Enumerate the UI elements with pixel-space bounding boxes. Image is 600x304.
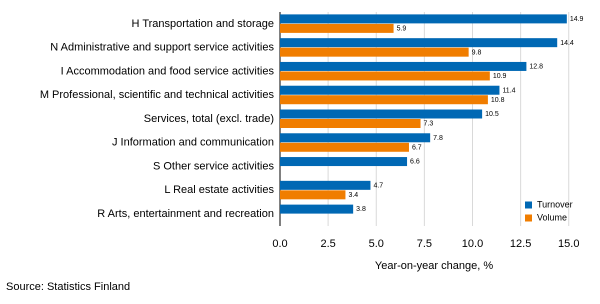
y-tick-label: J Information and communication <box>112 137 274 149</box>
value-label: 6.7 <box>412 144 422 151</box>
y-tick-label: I Accommodation and food service activit… <box>61 65 275 77</box>
bar <box>280 190 346 200</box>
value-label: 14.9 <box>570 16 584 23</box>
y-tick-label: N Administrative and support service act… <box>50 42 274 54</box>
source: Source: Statistics Finland <box>6 281 130 293</box>
value-label: 9.8 <box>472 49 482 56</box>
x-tick-label: 12.5 <box>510 238 531 250</box>
y-tick-label: R Arts, entertainment and recreation <box>97 208 274 220</box>
legend-label: Turnover <box>537 199 573 209</box>
bar <box>280 61 527 71</box>
bar <box>280 133 431 143</box>
bar <box>280 95 488 105</box>
x-axis-label: Year-on-year change, % <box>375 260 493 272</box>
y-tick-label: S Other service activities <box>153 160 275 172</box>
x-tick-label: 2.5 <box>320 238 335 250</box>
x-tick-label: 10.0 <box>462 238 483 250</box>
value-label: 12.8 <box>529 64 543 71</box>
bar <box>280 157 408 167</box>
x-tick-label: 15.0 <box>558 238 579 250</box>
value-label: 14.4 <box>560 40 574 47</box>
value-label: 7.8 <box>433 135 443 142</box>
value-label: 10.5 <box>485 111 499 118</box>
value-label: 3.4 <box>348 192 358 199</box>
bar <box>280 38 558 48</box>
bar <box>280 23 394 33</box>
bar <box>280 142 409 152</box>
bar <box>280 14 567 24</box>
value-label: 3.8 <box>356 206 366 213</box>
value-label: 7.3 <box>424 121 434 128</box>
value-label: 11.4 <box>502 87 515 94</box>
value-label: 10.9 <box>493 73 507 80</box>
value-label: 4.7 <box>373 182 383 189</box>
x-tick-label: 5.0 <box>369 238 384 250</box>
value-label: 6.6 <box>410 159 420 166</box>
bar <box>280 204 354 214</box>
y-tick-label: L Real estate activities <box>164 184 274 196</box>
x-tick-label: 7.5 <box>417 238 432 250</box>
legend-label: Volume <box>537 212 567 222</box>
legend-swatch <box>525 201 532 209</box>
x-tick-label: 0.0 <box>272 238 287 250</box>
value-label: 5.9 <box>397 25 407 32</box>
y-tick-label: H Transportation and storage <box>132 18 274 30</box>
y-tick-label: M Professional, scientific and technical… <box>40 89 275 101</box>
bar <box>280 119 421 128</box>
bar <box>280 180 371 190</box>
legend-swatch <box>525 214 532 222</box>
bar <box>280 47 469 57</box>
bar <box>280 109 483 119</box>
y-tick-label: Services, total (excl. trade) <box>144 113 274 125</box>
value-label: 10.8 <box>491 97 505 104</box>
bar <box>280 85 500 95</box>
bar <box>280 71 490 81</box>
